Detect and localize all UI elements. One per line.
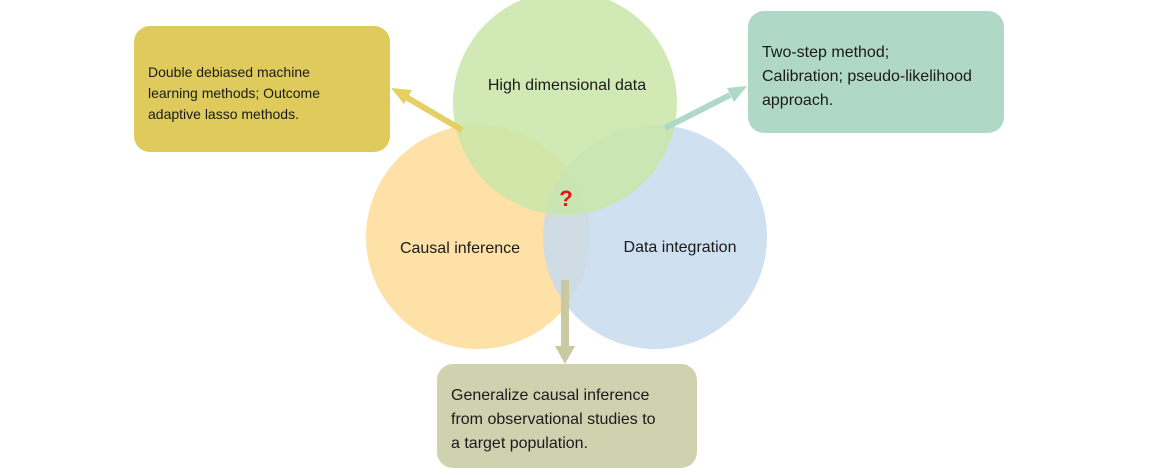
generalize-line-2: from observational studies to	[451, 411, 656, 428]
arrow-to-ml-box	[391, 88, 464, 133]
generalize-line-1: Generalize causal inference	[451, 387, 650, 404]
integration-methods-line-2: Calibration; pseudo-likelihood	[762, 68, 972, 85]
label-high-dimensional: High dimensional data	[488, 77, 646, 94]
generalize-line-3: a target population.	[451, 435, 588, 452]
integration-methods-box: Two-step method; Calibration; pseudo-lik…	[748, 11, 1004, 133]
arrow-to-integration-box	[663, 86, 747, 131]
circle-high-dimensional	[453, 0, 677, 215]
generalize-box: Generalize causal inference from observa…	[437, 364, 697, 468]
arrow-to-generalize-box	[555, 280, 575, 364]
ml-methods-box: Double debiased machine learning methods…	[134, 26, 390, 152]
ml-methods-line-2: learning methods; Outcome	[148, 85, 320, 101]
label-causal-inference: Causal inference	[400, 240, 520, 257]
label-data-integration: Data integration	[624, 239, 737, 256]
integration-methods-line-1: Two-step method;	[762, 44, 890, 61]
ml-methods-line-1: Double debiased machine	[148, 64, 310, 80]
question-mark-icon: ?	[559, 186, 572, 211]
integration-methods-line-3: approach.	[762, 92, 834, 109]
ml-methods-line-3: adaptive lasso methods.	[148, 106, 299, 122]
